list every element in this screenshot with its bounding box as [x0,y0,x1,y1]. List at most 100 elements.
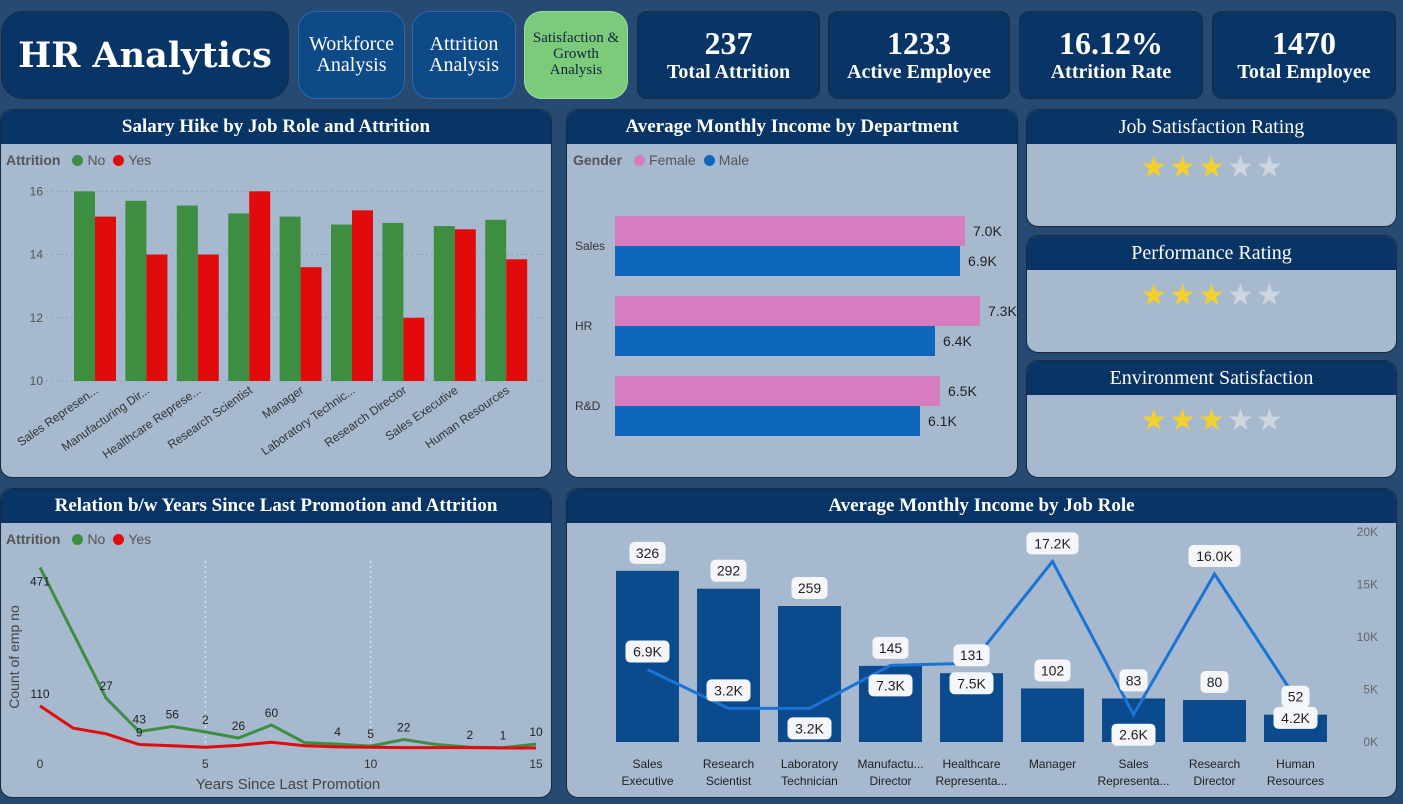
star-empty-icon: ★ [1226,150,1254,185]
data-label: 5 [367,727,374,741]
series-line-yes [39,704,536,750]
bar-no [176,205,198,381]
star-empty-icon: ★ [1226,403,1254,438]
y-tick-label: 14 [30,248,44,262]
kpi-value: 1233 [887,24,951,61]
x-tick-label: Sales [1118,757,1148,771]
series-line-no [38,566,537,750]
legend-no-label[interactable]: No [87,152,106,168]
kpi-label: Total Attrition [666,61,791,84]
legend-title: Gender [573,152,623,168]
nav-label-line: Workforce [308,33,394,55]
nav-workforce-analysis-button[interactable]: Workforce Analysis [298,11,405,99]
bar-male [615,326,935,356]
bar-no [279,216,301,381]
data-label: 6.5K [948,383,977,399]
star-filled-icon: ★ [1140,403,1168,438]
line-value-label: 7.3K [876,677,905,693]
gender-legend: Gender Female Male [573,152,749,168]
legend-yes-label[interactable]: Yes [128,531,152,547]
legend-no-label[interactable]: No [87,531,106,547]
data-label: 60 [265,706,279,720]
x-tick-label: Laboratory [781,757,838,771]
data-label: 6.9K [968,253,997,269]
bar-female [615,376,940,406]
kpi-label: Total Employee [1237,61,1371,84]
bar-value-label: 131 [960,647,984,663]
bar-value-label-bg [1281,685,1310,708]
y-right-tick-label: 15K [1357,578,1378,592]
x-tick-label: 0 [37,757,44,771]
star-filled-icon: ★ [1198,278,1225,313]
x-tick-label: Director [1193,774,1235,788]
bar-value-label: 259 [798,580,822,596]
line-value-label-bg [625,640,670,663]
bar-yes [95,216,116,381]
nav-label-line: Analysis [429,54,499,76]
star-filled-icon: ★ [1140,150,1168,185]
legend-female-marker [634,154,646,166]
attrition-legend: Attrition No Yes [6,531,151,547]
x-tick-label: Sales [632,757,662,771]
panel-title: Performance Rating [1027,236,1396,270]
y-category-label: Sales [575,239,605,253]
star-filled-icon: ★ [1198,150,1225,185]
nav-label-line: Satisfaction & [532,30,620,47]
bar-value-label: 80 [1207,674,1223,690]
x-tick-label: 10 [364,757,378,771]
star-empty-icon: ★ [1255,150,1283,185]
y-right-tick-label: 10K [1357,630,1378,644]
data-label: 22 [397,721,411,735]
bar-count [1021,688,1084,742]
nav-satisfaction-growth-button[interactable]: Satisfaction & Growth Analysis [524,11,628,99]
line-value-label: 3.2K [795,720,824,736]
performance-panel: Performance Rating ★ ★ ★ ★ ★ [1026,235,1397,353]
bar-value-label-bg [710,559,747,582]
x-tick-label: Research Scientist [165,383,256,452]
legend-yes-label[interactable]: Yes [128,152,152,168]
data-label: 6.1K [928,413,957,429]
bar-count [1183,700,1246,742]
nav-label-line: Growth [553,46,599,63]
legend-no-marker [72,533,84,545]
y-tick-label: 16 [30,184,44,198]
data-label: 1 [500,729,507,743]
bar-yes [146,254,168,381]
bar-no [331,224,352,381]
x-tick-label: Manufactu... [857,757,923,771]
data-label: 56 [166,708,180,722]
legend-yes-marker [113,154,125,166]
line-value-label: 16.0K [1196,548,1233,564]
salary-hike-panel: Salary Hike by Job Role and Attrition At… [0,109,552,478]
legend-female-label[interactable]: Female [649,152,696,168]
x-tick-label: Human [1276,757,1315,771]
y-right-tick-label: 0K [1363,735,1378,749]
bar-value-label-bg [872,636,909,659]
bar-yes [352,210,373,381]
bar-no [228,213,250,381]
line-value-label-bg [787,717,832,740]
x-tick-label: Scientist [706,774,752,788]
line-value-label-bg [1188,545,1241,567]
bar-value-label: 83 [1126,672,1142,688]
x-tick-label: Human Resources [422,383,511,451]
promotion-panel: Relation b/w Years Since Last Promotion … [0,488,552,798]
nav-label-line: Attrition [429,33,499,55]
data-label: 110 [30,687,49,701]
x-tick-label: Manager [1029,757,1076,771]
bar-yes [403,317,425,381]
data-label: 27 [99,679,113,693]
panel-title: Environment Satisfaction [1027,361,1396,395]
bar-value-label: 292 [717,563,741,579]
kpi-value: 237 [704,24,753,61]
x-tick-label: 15 [529,757,543,771]
star-filled-icon: ★ [1169,150,1197,185]
legend-title: Attrition [6,531,61,547]
bar-no [74,191,95,381]
nav-attrition-analysis-button[interactable]: Attrition Analysis [412,11,516,99]
bar-yes [506,259,528,381]
line-value-label-bg [1273,706,1318,729]
legend-male-label[interactable]: Male [718,152,750,168]
data-label: 6.4K [943,333,972,349]
